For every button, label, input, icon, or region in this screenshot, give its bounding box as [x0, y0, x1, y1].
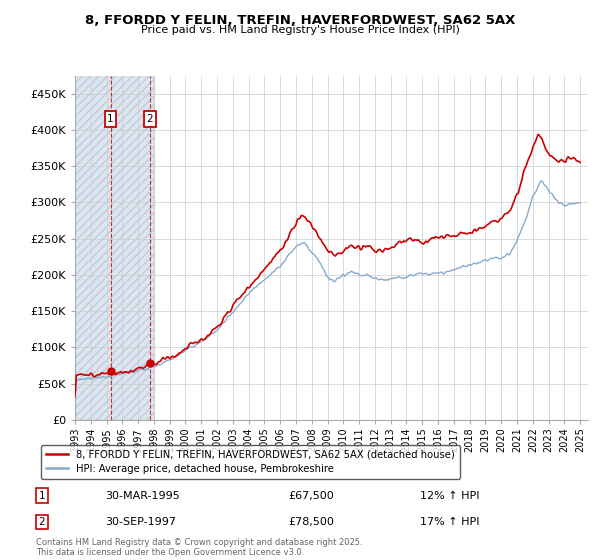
Text: £67,500: £67,500 [288, 491, 334, 501]
Text: 2: 2 [146, 114, 153, 124]
Text: 8, FFORDD Y FELIN, TREFIN, HAVERFORDWEST, SA62 5AX: 8, FFORDD Y FELIN, TREFIN, HAVERFORDWEST… [85, 14, 515, 27]
Text: Contains HM Land Registry data © Crown copyright and database right 2025.
This d: Contains HM Land Registry data © Crown c… [36, 538, 362, 557]
Text: 1: 1 [107, 114, 114, 124]
Text: 12% ↑ HPI: 12% ↑ HPI [420, 491, 479, 501]
Legend: 8, FFORDD Y FELIN, TREFIN, HAVERFORDWEST, SA62 5AX (detached house), HPI: Averag: 8, FFORDD Y FELIN, TREFIN, HAVERFORDWEST… [41, 445, 460, 479]
Text: £78,500: £78,500 [288, 517, 334, 527]
Text: 1: 1 [38, 491, 46, 501]
Bar [75, 76, 154, 420]
Text: 17% ↑ HPI: 17% ↑ HPI [420, 517, 479, 527]
Text: 2: 2 [38, 517, 46, 527]
Bar [75, 76, 154, 420]
Text: 30-MAR-1995: 30-MAR-1995 [105, 491, 180, 501]
Text: 30-SEP-1997: 30-SEP-1997 [105, 517, 176, 527]
Text: Price paid vs. HM Land Registry's House Price Index (HPI): Price paid vs. HM Land Registry's House … [140, 25, 460, 35]
